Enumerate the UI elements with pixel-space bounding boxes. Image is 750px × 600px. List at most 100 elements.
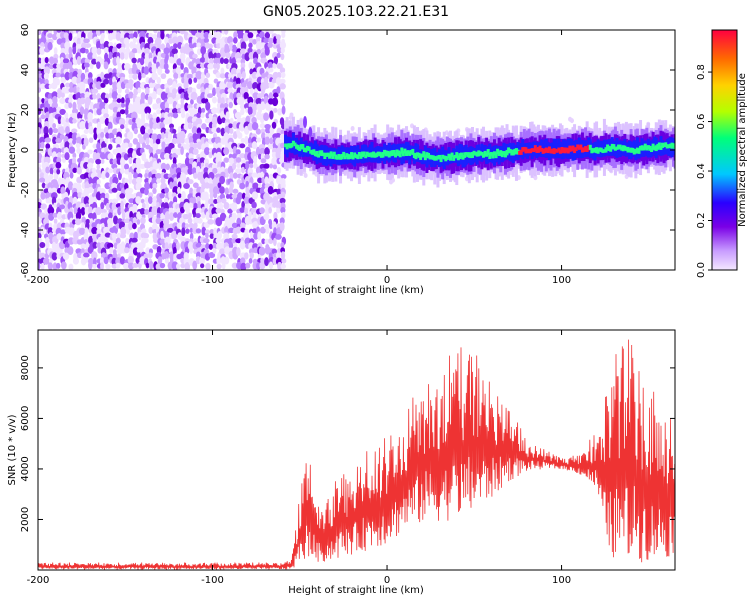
noise-speckle: [280, 242, 285, 249]
signal-cell: [508, 148, 512, 153]
noise-speckle: [260, 87, 266, 94]
signal-cell: [568, 145, 572, 152]
noise-speckle: [48, 173, 54, 180]
noise-speckle: [121, 211, 126, 220]
noise-speckle: [231, 212, 237, 221]
signal-cell: [635, 147, 639, 154]
noise-speckle: [91, 192, 98, 198]
signal-cell: [481, 153, 485, 158]
noise-speckle: [196, 247, 203, 253]
noise-speckle: [248, 158, 254, 165]
noise-speckle: [350, 125, 355, 131]
noise-speckle: [160, 127, 167, 135]
signal-cell: [659, 140, 663, 151]
noise-speckle: [208, 113, 213, 119]
noise-speckle: [38, 157, 43, 164]
noise-speckle: [137, 231, 143, 241]
signal-cell: [573, 147, 577, 154]
noise-speckle: [123, 142, 129, 149]
noise-speckle: [71, 128, 78, 134]
noise-speckle: [103, 78, 110, 85]
noise-speckle: [40, 141, 45, 150]
noise-speckle: [122, 262, 130, 270]
noise-speckle: [192, 148, 199, 155]
signal-cell: [500, 151, 504, 158]
signal-spike: [308, 127, 313, 137]
signal-cell: [353, 152, 357, 158]
noise-speckle: [127, 255, 134, 265]
noise-speckle: [53, 173, 59, 180]
noise-speckle: [185, 206, 190, 215]
noise-speckle: [41, 98, 45, 104]
noise-speckle: [257, 231, 262, 241]
noise-speckle: [221, 262, 226, 270]
noise-speckle: [192, 42, 197, 48]
noise-speckle: [52, 57, 58, 65]
noise-speckle: [183, 182, 190, 189]
noise-speckle: [190, 91, 198, 101]
noise-speckle: [40, 63, 46, 70]
noise-speckle: [193, 216, 199, 225]
noise-speckle: [95, 152, 101, 160]
noise-speckle: [100, 128, 105, 134]
noise-speckle: [192, 53, 198, 59]
noise-speckle: [197, 201, 202, 210]
spectrogram-y-axis: -60 -40 -20 0 20 40 60: [20, 24, 675, 278]
signal-cell: [582, 147, 586, 153]
noise-speckle: [239, 153, 246, 159]
signal-cell: [668, 143, 672, 148]
noise-speckle: [88, 126, 94, 135]
noise-speckle: [40, 192, 46, 200]
noise-speckle: [259, 207, 265, 214]
noise-speckle: [112, 209, 119, 215]
x-tick-label: -200: [27, 575, 50, 586]
signal-cell: [406, 150, 410, 155]
noise-speckle: [68, 146, 76, 154]
noise-speckle: [105, 202, 110, 211]
noise-speckle: [279, 67, 286, 74]
signal-cell: [478, 151, 482, 156]
noise-speckle: [228, 242, 234, 249]
noise-speckle: [55, 262, 61, 269]
noise-speckle: [261, 238, 266, 245]
noise-speckle: [103, 256, 109, 265]
noise-speckle: [241, 117, 247, 124]
noise-speckle: [280, 251, 286, 260]
signal-cell: [321, 152, 325, 157]
signal-cell: [315, 150, 319, 157]
signal-cell: [295, 144, 299, 149]
signal-cell: [332, 151, 336, 157]
noise-speckle: [177, 186, 181, 194]
noise-speckle: [72, 257, 80, 265]
noise-speckle: [278, 157, 286, 164]
noise-speckle: [56, 78, 60, 86]
noise-speckle: [176, 35, 184, 45]
signal-cell: [629, 147, 633, 153]
noise-speckle: [196, 83, 202, 90]
noise-speckle: [43, 66, 50, 76]
noise-speckle: [268, 81, 275, 89]
signal-cell: [438, 154, 442, 160]
noise-speckle: [274, 133, 282, 138]
noise-speckle: [161, 141, 166, 150]
noise-speckle: [211, 213, 219, 219]
noise-speckle: [145, 87, 150, 96]
noise-speckle: [47, 262, 54, 270]
noise-speckle: [134, 96, 142, 105]
signal-cell: [642, 146, 646, 151]
noise-speckle: [161, 132, 165, 140]
noise-speckle: [184, 223, 190, 229]
spectrogram-signal-track: [284, 116, 675, 188]
noise-speckle: [52, 107, 57, 114]
noise-speckle: [60, 186, 66, 195]
noise-speckle: [91, 46, 98, 55]
signal-cell: [472, 150, 476, 155]
signal-cell: [416, 152, 420, 157]
noise-speckle: [136, 161, 141, 171]
noise-speckle: [156, 116, 160, 124]
noise-speckle: [75, 211, 82, 220]
noise-speckle: [264, 47, 270, 56]
noise-speckle: [164, 187, 169, 194]
signal-cell: [447, 153, 451, 159]
noise-speckle: [91, 58, 97, 65]
